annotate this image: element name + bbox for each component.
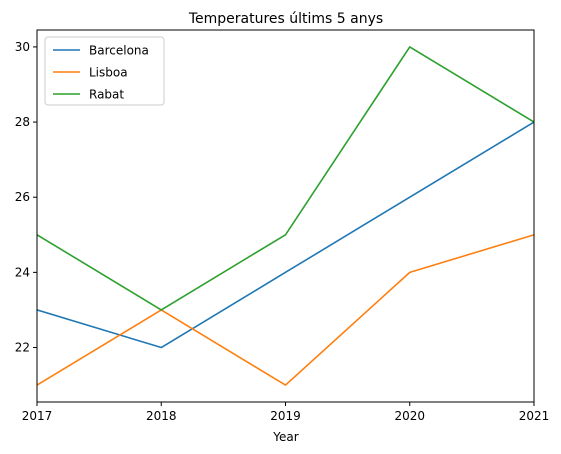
legend: Barcelona Lisboa Rabat (44, 36, 165, 106)
series-layer (37, 46, 534, 387)
x-tick-label: 2019 (270, 409, 301, 423)
legend-box (44, 36, 165, 106)
chart-title: Temperatures últims 5 anys (188, 11, 383, 27)
x-tick-label: 2017 (22, 409, 53, 423)
series-line-rabat (37, 46, 534, 311)
y-tick-label: 26 (15, 190, 30, 204)
legend-label-barcelona: Barcelona (89, 44, 149, 58)
x-tick-label: 2020 (394, 409, 425, 423)
x-axis-label: Year (272, 430, 298, 444)
x-axis: 2017 2018 2019 2020 2021 (22, 402, 550, 423)
y-axis: 22 24 26 28 30 (15, 40, 37, 355)
series-line-lisboa (37, 233, 534, 387)
y-tick-label: 28 (15, 115, 30, 129)
y-tick-label: 30 (15, 40, 30, 54)
legend-label-rabat: Rabat (89, 88, 124, 102)
legend-label-lisboa: Lisboa (89, 66, 128, 80)
y-tick-label: 24 (15, 265, 30, 279)
y-tick-label: 22 (15, 341, 30, 355)
x-tick-label: 2018 (146, 409, 177, 423)
x-tick-label: 2021 (519, 409, 550, 423)
